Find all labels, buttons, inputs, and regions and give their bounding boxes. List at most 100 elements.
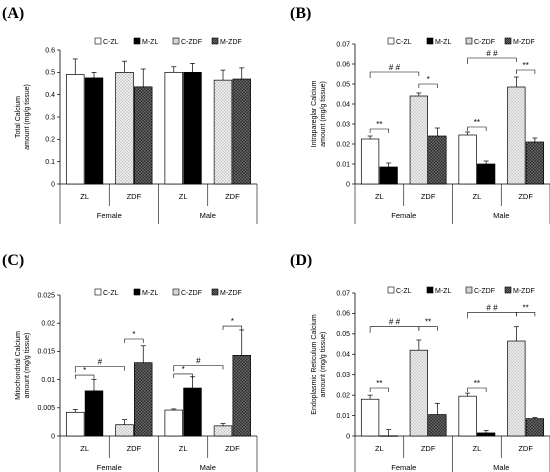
legend-label: C-ZDF xyxy=(181,39,202,46)
y-axis-label-line: amount (mg/g tissue) xyxy=(320,81,327,147)
legend-swatch xyxy=(94,37,102,45)
y-tick-label: 0.03 xyxy=(336,121,350,128)
significance-bracket xyxy=(74,374,95,380)
significance-bracket xyxy=(467,312,517,319)
y-tick-label: 0.1 xyxy=(45,159,55,166)
y-tick-label: 0.05 xyxy=(336,331,350,338)
significance-label: ** xyxy=(523,61,529,70)
significance-bracket xyxy=(369,326,420,333)
legend-swatch xyxy=(211,288,219,296)
y-tick-label: 0.04 xyxy=(336,101,350,108)
category-label: ZL xyxy=(375,192,384,201)
significance-bracket xyxy=(467,387,487,392)
significance-label: # xyxy=(98,358,103,367)
y-tick-label: 0 xyxy=(51,181,55,188)
significance-bracket xyxy=(124,338,144,343)
significance-label: ** xyxy=(425,318,431,327)
y-axis-label-line: amount (mg/g tissue) xyxy=(320,332,327,398)
legend-swatch xyxy=(387,37,395,45)
y-axis-label-line: Intrapareglar Calcium xyxy=(311,80,318,147)
y-tick-label: 0.06 xyxy=(336,311,350,318)
bar-c-zdf xyxy=(409,349,428,437)
legend-swatch xyxy=(172,288,180,296)
y-tick-label: 0.05 xyxy=(336,81,350,88)
bar-c-zdf xyxy=(507,86,526,185)
bar-m-zl xyxy=(477,432,496,437)
significance-label: * xyxy=(132,330,135,339)
legend-label: M-ZL xyxy=(435,288,451,295)
y-tick-label: 0.07 xyxy=(336,41,350,48)
category-label: ZDF xyxy=(225,192,240,201)
legend-swatch xyxy=(387,286,395,294)
category-label: ZL xyxy=(179,192,188,201)
significance-bracket xyxy=(467,126,487,131)
y-tick-label: 0.6 xyxy=(45,47,55,54)
legend-label: M-ZDF xyxy=(513,39,535,46)
group-label: Male xyxy=(200,211,216,220)
bar-m-zl xyxy=(183,387,202,437)
category-label: ZDF xyxy=(421,444,436,453)
chart-panel-2: (B) 0 0.01 0.02 0.03 0.04 0.05 0.06 0.07 Intrapar… xyxy=(290,5,550,224)
y-tick-label: 0.01 xyxy=(336,413,350,420)
significance-label: # # xyxy=(389,63,401,72)
bar-c-zl xyxy=(458,134,477,185)
group-label: Female xyxy=(391,211,416,220)
y-axis-label: Total Calcium amount (mg/g tissue) xyxy=(15,84,31,150)
bar-c-zl xyxy=(360,398,380,437)
bar-m-zdf xyxy=(428,414,447,437)
legend-label: M-ZL xyxy=(142,290,158,297)
bar-c-zl xyxy=(164,71,183,185)
y-axis-label-line: amount (mg/g tissue) xyxy=(24,84,31,150)
bar-c-zdf xyxy=(213,79,233,185)
category-label: ZDF xyxy=(127,192,142,201)
bar-c-zdf xyxy=(115,71,134,185)
category-label: ZL xyxy=(80,192,89,201)
group-label: Female xyxy=(391,463,416,472)
category-label: ZDF xyxy=(518,192,533,201)
category-label: ZL xyxy=(472,444,481,453)
significance-bracket xyxy=(516,69,536,74)
y-axis-label-line: Mitochondrial Calcium xyxy=(15,331,22,400)
bar-m-zl xyxy=(183,71,202,185)
significance-bracket xyxy=(74,366,125,373)
bar-c-zdf xyxy=(409,95,428,185)
y-tick-label: 0.02 xyxy=(41,321,55,328)
y-axis-label-line: Total Calcium xyxy=(15,96,22,138)
group-label: Female xyxy=(97,463,122,472)
y-tick-label: 0.4 xyxy=(45,92,55,99)
chart-panel-1: (A) 0 0.1 0.2 0.3 0.4 0.5 0.6 Total Calcium amoun… xyxy=(2,5,258,224)
significance-bracket xyxy=(369,387,389,392)
bar-m-zdf xyxy=(428,135,447,185)
group-label: Male xyxy=(493,211,509,220)
y-tick-label: 0.03 xyxy=(336,372,350,379)
bar-c-zl xyxy=(360,138,380,185)
panel-letter: (A) xyxy=(2,5,24,22)
category-label: ZL xyxy=(179,444,188,453)
y-axis-label-line: Endoplasmic Reticulum Calcium xyxy=(311,314,318,415)
significance-label: # # xyxy=(486,49,498,58)
significance-bracket xyxy=(516,312,536,317)
significance-label: * xyxy=(427,75,430,84)
y-axis-label-line: amount (mg/g tissue) xyxy=(24,333,31,399)
legend-label: C-ZL xyxy=(103,290,119,297)
legend-label: C-ZDF xyxy=(474,288,495,295)
legend-swatch xyxy=(504,37,512,45)
y-tick-label: 0 xyxy=(346,181,350,188)
category-label: ZL xyxy=(80,444,89,453)
legend-label: C-ZL xyxy=(396,288,412,295)
bar-c-zl xyxy=(164,409,183,437)
group-label: Male xyxy=(200,463,216,472)
y-tick-label: 0.005 xyxy=(37,405,55,412)
significance-bracket xyxy=(173,365,224,372)
significance-label: ** xyxy=(376,120,382,129)
legend-label: C-ZL xyxy=(103,39,119,46)
significance-label: * xyxy=(231,317,234,326)
panel-letter: (B) xyxy=(290,5,311,22)
bar-m-zl xyxy=(84,390,104,437)
bar-m-zl xyxy=(477,163,496,185)
category-label: ZDF xyxy=(127,444,142,453)
bar-m-zdf xyxy=(232,354,251,437)
y-tick-label: 0 xyxy=(346,433,350,440)
bar-m-zl xyxy=(379,435,398,437)
y-tick-label: 0 xyxy=(51,433,55,440)
